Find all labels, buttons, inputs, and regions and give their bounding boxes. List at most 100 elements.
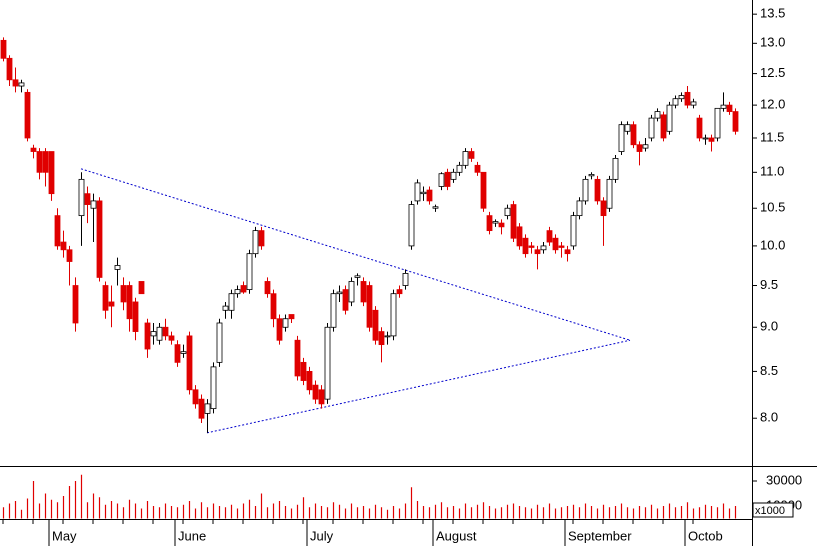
candle-body <box>348 281 355 303</box>
candle-body <box>444 171 451 187</box>
volume-unit-label: x1000 <box>755 505 785 517</box>
y-tick-label: 12.0 <box>760 97 785 112</box>
candle-body <box>324 326 331 400</box>
candle-body <box>648 117 655 139</box>
candle-body <box>492 221 499 224</box>
y-tick-label: 10.0 <box>760 237 785 252</box>
candle-body <box>60 241 67 251</box>
candle-body <box>330 293 337 328</box>
candle-body <box>162 326 169 337</box>
candle-body <box>0 39 7 59</box>
candle-body <box>474 164 481 173</box>
candle-body <box>318 389 325 405</box>
candle-body <box>570 215 577 247</box>
candle-body <box>414 182 421 202</box>
candle-body <box>258 230 265 247</box>
candle-body <box>708 137 715 142</box>
trendline <box>206 339 631 434</box>
candle-body <box>138 281 145 295</box>
candle-body <box>546 230 553 243</box>
candle-body <box>72 285 79 324</box>
candle-body <box>156 326 163 341</box>
y-tick-label: 9.0 <box>760 319 778 334</box>
candle-body <box>522 237 529 255</box>
volume-unit-box <box>752 502 794 518</box>
candle-body <box>558 245 565 248</box>
candle-body <box>420 191 427 195</box>
candle-body <box>372 309 379 341</box>
candle-body <box>84 193 91 205</box>
candle-body <box>630 124 637 146</box>
candle-body <box>12 79 19 87</box>
candle-body <box>714 107 721 139</box>
candle-body <box>612 157 619 180</box>
candle-body <box>534 249 541 255</box>
candle-body <box>96 200 103 278</box>
y-tick-label: 8.0 <box>760 410 778 425</box>
candle-body <box>216 322 223 363</box>
x-tick-label: August <box>436 528 477 543</box>
candle-body <box>150 331 157 337</box>
y-tick-label: 13.0 <box>760 35 785 50</box>
candle-body <box>18 82 25 87</box>
candle-body <box>222 305 229 311</box>
candle-body <box>516 226 523 247</box>
y-tick-label: 9.5 <box>760 277 778 292</box>
candle-body <box>264 281 271 295</box>
candle-body <box>42 151 49 173</box>
candle-body <box>726 104 733 112</box>
candle-body <box>540 245 547 251</box>
candle-body <box>528 245 535 248</box>
candle-body <box>636 144 643 152</box>
candle-body <box>30 147 37 152</box>
candle-body <box>6 57 13 81</box>
candle-body <box>120 285 127 303</box>
x-tick-label: September <box>568 528 632 543</box>
candle-body <box>618 124 625 152</box>
candle-body <box>78 178 85 217</box>
candle-body <box>594 178 601 202</box>
candle-body <box>426 189 433 202</box>
candle-body <box>654 111 661 119</box>
candle-body <box>312 384 319 400</box>
candle-body <box>192 389 199 405</box>
candle-body <box>564 249 571 255</box>
candle-body <box>552 237 559 251</box>
candle-body <box>288 314 295 320</box>
candle-body <box>210 366 217 410</box>
candle-body <box>306 371 313 391</box>
candle-body <box>672 98 679 106</box>
candle-body <box>468 151 475 159</box>
candle-body <box>396 289 403 295</box>
x-tick-label: July <box>310 528 334 543</box>
candle-body <box>180 351 187 354</box>
candle-body <box>24 91 31 139</box>
candle-body <box>486 215 493 232</box>
candle-body <box>270 293 277 320</box>
candle-body <box>132 301 139 332</box>
y-tick-label: 12.5 <box>760 65 785 80</box>
candle-body <box>36 151 43 173</box>
candle-body <box>366 285 373 328</box>
candle-body <box>66 249 73 262</box>
candle-body <box>228 293 235 311</box>
candle-body <box>720 104 727 109</box>
candle-body <box>600 200 607 217</box>
candle-body <box>606 178 613 209</box>
candle-body <box>186 335 193 391</box>
candle-body <box>114 265 121 270</box>
candle-body <box>438 173 445 187</box>
candle-body <box>666 104 673 132</box>
candle-body <box>378 331 385 346</box>
candle-body <box>660 114 667 139</box>
y-tick-label: 11.5 <box>760 129 784 144</box>
candle-body <box>102 285 109 311</box>
candle-body <box>588 174 595 177</box>
candle-body <box>246 253 253 290</box>
volume-tick-label: 30000 <box>766 472 802 487</box>
candle-body <box>678 95 685 100</box>
candle-body <box>240 285 247 293</box>
candle-body <box>204 403 211 414</box>
